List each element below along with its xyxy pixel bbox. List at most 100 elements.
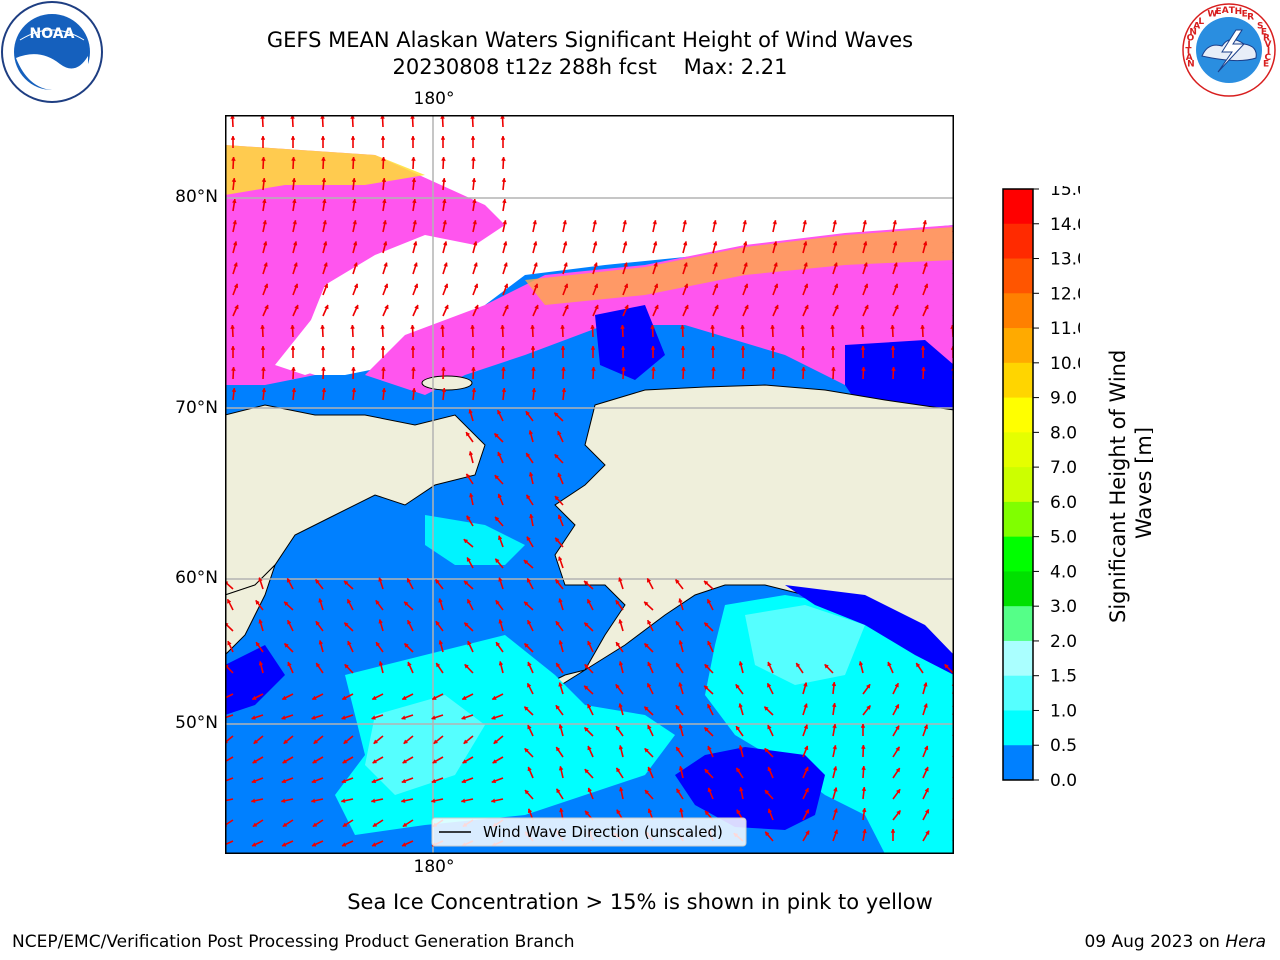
wave-direction-arrowhead: [865, 683, 871, 689]
wave-direction-arrowhead: [471, 156, 476, 161]
colorbar-tick-label: 8.0: [1050, 423, 1077, 443]
wave-direction-arrowhead: [312, 822, 318, 827]
wave-direction-arrowhead: [742, 240, 748, 246]
wave-direction-arrowhead: [764, 831, 770, 837]
wave-direction-arrowhead: [587, 787, 593, 793]
wave-direction-arrowhead: [621, 366, 626, 371]
wave-direction-arrowhead: [644, 789, 650, 795]
wave-direction-arrowhead: [354, 304, 359, 310]
colorbar-label-line2: Waves [m]: [1132, 427, 1153, 539]
wave-direction-arrowhead: [524, 706, 529, 711]
wave-direction-arrowhead: [470, 135, 476, 140]
wave-direction-arrowhead: [893, 262, 898, 267]
wave-direction-arrow: [225, 714, 234, 719]
wave-direction-arrowhead: [411, 198, 417, 204]
wave-direction-arrowhead: [461, 695, 467, 700]
wave-direction-arrowhead: [707, 598, 712, 604]
colorbar-tick-label: 13.0: [1050, 250, 1080, 270]
wave-direction-arrowhead: [528, 471, 534, 477]
wave-direction-arrowhead: [318, 598, 323, 603]
nws-ring-letter: E: [1216, 7, 1223, 17]
wave-direction-arrowhead: [527, 577, 532, 583]
wave-direction-arrowhead: [500, 345, 506, 350]
wave-direction-arrowhead: [558, 598, 563, 603]
wave-direction-arrowhead: [652, 240, 658, 246]
wave-direction-arrowhead: [772, 219, 777, 225]
wave-direction-arrowhead: [321, 387, 327, 393]
wave-direction-arrowhead: [321, 156, 326, 161]
wave-direction-arrowhead: [710, 324, 715, 329]
colorbar-ticks: 15.0 14.0 13.0 12.0 11.0 10.0 9.0 8.0 7.0 6.0 5.0 4…: [1033, 186, 1080, 786]
wave-direction-arrowhead: [524, 789, 530, 795]
colorbar-tick-label: 3.0: [1050, 597, 1077, 617]
wave-direction-arrowhead: [615, 599, 620, 605]
wave-direction-arrowhead: [413, 283, 419, 289]
wave-direction-arrowhead: [703, 580, 709, 586]
wave-direction-arrowhead: [587, 598, 592, 604]
wave-direction-arrowhead: [895, 767, 900, 773]
wave-direction-arrowhead: [373, 739, 379, 744]
svg-text:Significant Height of Wind: Significant Height of Wind Waves [m]: [1106, 343, 1153, 623]
wave-direction-arrowhead: [593, 283, 599, 289]
wave-direction-arrowhead: [860, 744, 866, 749]
wave-direction-arrowhead: [260, 324, 265, 329]
wave-direction-arrowhead: [558, 723, 564, 729]
wave-direction-arrowhead: [803, 283, 809, 289]
wave-direction-arrowhead: [861, 765, 866, 770]
wave-direction-arrowhead: [767, 724, 772, 730]
wave-direction-arrowhead: [380, 345, 386, 350]
wave-direction-arrowhead: [800, 324, 805, 329]
wave-direction-arrowhead: [350, 324, 355, 329]
wave-direction-arrowhead: [676, 662, 681, 668]
wave-direction-arrowhead: [675, 704, 681, 710]
wave-direction-arrowhead: [381, 156, 386, 161]
wave-direction-arrowhead: [773, 262, 778, 267]
wave-direction-arrowhead: [460, 798, 466, 803]
wave-direction-arrowhead: [414, 304, 419, 310]
wave-direction-arrowhead: [862, 219, 867, 225]
wave-direction-arrowhead: [682, 240, 688, 246]
wave-direction-arrowhead: [861, 366, 866, 371]
wave-direction-arrowhead: [282, 759, 288, 764]
wave-direction-arrowhead: [533, 262, 538, 267]
wave-direction-arrowhead: [534, 304, 539, 310]
colorbar-tick-label: 10.0: [1050, 354, 1080, 374]
wave-direction-arrowhead: [803, 262, 808, 267]
wave-direction-arrowhead: [803, 682, 808, 687]
wave-direction-arrowhead: [618, 577, 623, 582]
wave-direction-arrowhead: [830, 324, 835, 329]
wave-direction-arrowhead: [680, 345, 686, 350]
wave-direction-arrowhead: [647, 724, 652, 730]
lat-label-80n: 80°N: [175, 187, 218, 207]
wave-direction-arrowhead: [473, 283, 479, 289]
wave-direction-arrowhead: [703, 685, 709, 691]
wave-direction-arrowhead: [554, 454, 559, 459]
wave-direction-arrowhead: [315, 620, 321, 626]
lon-label-bottom: 180°: [413, 857, 455, 877]
wave-direction-arrowhead: [260, 135, 266, 140]
wave-direction-arrowhead: [468, 409, 473, 414]
wave-direction-arrowhead: [650, 345, 656, 350]
wave-direction-arrow: [225, 777, 234, 782]
wave-direction-arrowhead: [350, 345, 356, 350]
wave-direction-arrowhead: [704, 622, 709, 627]
wave-direction-arrowhead: [678, 639, 684, 645]
wave-direction-arrowhead: [556, 746, 561, 752]
wave-direction-arrowhead: [381, 366, 386, 371]
wave-direction-arrowhead: [678, 682, 683, 687]
wave-direction-arrowhead: [291, 156, 296, 161]
wave-direction-arrowhead: [707, 640, 712, 646]
wave-direction-arrowhead: [230, 115, 235, 119]
wave-direction-arrowhead: [292, 240, 298, 246]
wave-direction-arrowhead: [464, 664, 469, 669]
wave-direction-arrowhead: [896, 810, 901, 815]
wave-direction-arrowhead: [467, 640, 472, 646]
wave-direction-arrowhead: [736, 767, 741, 773]
wave-direction-arrowhead: [500, 135, 506, 140]
wave-direction-arrowhead: [713, 262, 718, 267]
nws-ring-letter: W: [1207, 9, 1218, 19]
wave-direction-arrowhead: [616, 767, 621, 773]
wave-direction-arrowhead: [501, 177, 507, 183]
colorbar-label: Significant Height of Wind Waves [m]: [1106, 343, 1153, 623]
wave-direction-arrowhead: [524, 748, 529, 753]
